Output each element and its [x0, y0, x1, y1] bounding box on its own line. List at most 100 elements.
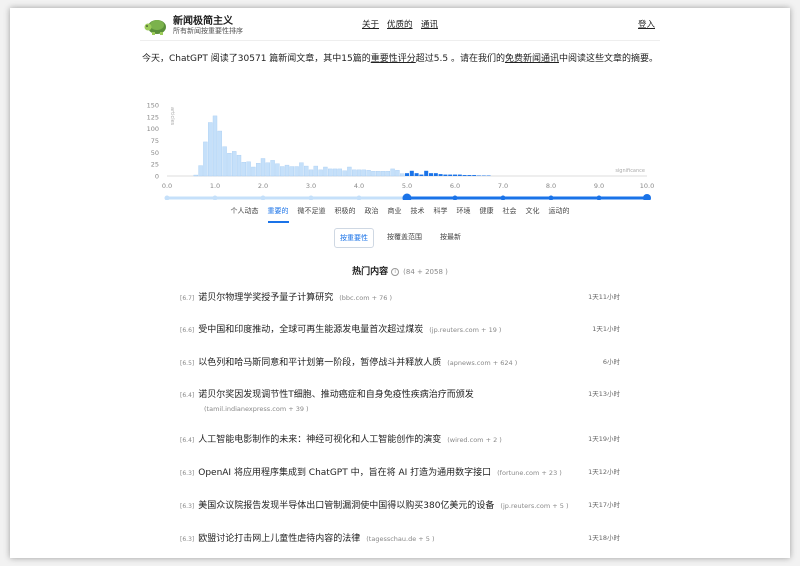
- x-tick-label: 1.0: [210, 182, 220, 190]
- x-tick-label: 0.0: [162, 182, 172, 190]
- tab-4[interactable]: 政治: [364, 207, 379, 215]
- histogram-bar: [424, 170, 429, 176]
- histogram-bar: [246, 161, 251, 177]
- histogram-bar: [270, 160, 275, 177]
- histogram-bar: [260, 158, 266, 177]
- article-time: 1天18小时: [588, 534, 620, 542]
- tab-1[interactable]: 重要的: [267, 206, 289, 223]
- article-row[interactable]: [6.6] 受中国和印度推动，全球可再生能源发电量首次超过煤炭 (jp.reuter…: [180, 322, 620, 335]
- tab-6[interactable]: 技术: [410, 207, 425, 215]
- article-source[interactable]: (jp.reuters.com + 5 ): [500, 502, 569, 510]
- sort-option-2[interactable]: 按最新: [440, 233, 461, 241]
- hot-count: (84 + 2058 ): [403, 268, 448, 276]
- nav-newsletter[interactable]: 通讯: [421, 20, 439, 30]
- tab-12[interactable]: 运动的: [548, 207, 570, 215]
- article-time: 6小时: [602, 358, 620, 366]
- intro-part: 中阅读这些文章的摘要。: [558, 54, 658, 64]
- tab-8[interactable]: 环境: [456, 207, 471, 215]
- histogram-bar: [222, 146, 227, 177]
- article-title[interactable]: 美国众议院报告发现半导体出口管制漏洞使中国得以购买380亿美元的设备: [198, 501, 495, 511]
- article-source[interactable]: (tagesschau.de + 5 ): [366, 535, 435, 543]
- nav-premium[interactable]: 优质的: [387, 20, 413, 30]
- tab-3[interactable]: 积极的: [334, 207, 356, 215]
- tab-2[interactable]: 微不足道: [297, 207, 326, 215]
- article-row[interactable]: [6.4] 诺贝尔奖因发现调节性T细胞、推动癌症和自身免疫性疾病治疗而颁发 (tam…: [180, 387, 620, 413]
- article-score: [6.6]: [180, 327, 195, 334]
- slider-tick: [596, 195, 602, 200]
- histogram-bar: [361, 169, 367, 177]
- brand-name[interactable]: 新闻极简主义: [173, 16, 233, 27]
- significance-histogram[interactable]: 0 25 50 75 100 125 150 0.0 1.0 2.0 3.0 4.0 5.0 6.0 7.0…: [140, 88, 670, 200]
- intro-text: 今天，ChatGPT 阅读了30571 篇新闻文章，其中15篇的重要性评分超过5…: [140, 52, 660, 67]
- article-time: 1天19小时: [588, 435, 620, 443]
- slider-tick: [548, 195, 554, 200]
- slider-tick: [308, 195, 314, 200]
- article-title[interactable]: 以色列和哈马斯同意和平计划第一阶段，暂停战斗并释放人质: [198, 358, 442, 368]
- intro-part: 超过5.5 。请在我们的: [415, 54, 505, 64]
- histogram-bar: [313, 165, 319, 177]
- nav-about[interactable]: 关于: [362, 20, 380, 30]
- article-source[interactable]: (apnews.com + 624 ): [447, 359, 518, 367]
- significance-link[interactable]: 重要性评分: [370, 54, 416, 64]
- article-time: 1天17小时: [588, 501, 620, 509]
- hot-title: 热门内容: [352, 267, 389, 277]
- article-row[interactable]: [6.3] 美国众议院报告发现半导体出口管制漏洞使中国得以购买380亿美元的设备 (…: [180, 498, 620, 511]
- x-tick-label: 5.0: [402, 182, 412, 190]
- article-title[interactable]: 受中国和印度推动，全球可再生能源发电量首次超过煤炭: [198, 325, 424, 335]
- slider-tick: [500, 195, 506, 200]
- category-tabs: 个人动态 重要的 微不足道 积极的 政治 商业 技术 科学 环境 健康 社会 文化 运动的: [140, 206, 660, 223]
- newsletter-link[interactable]: 免费新闻通讯: [504, 54, 559, 64]
- slider-tick: [356, 195, 362, 200]
- article-source[interactable]: (fortune.com + 23 ): [497, 469, 562, 477]
- article-score: [6.3]: [180, 470, 195, 477]
- histogram-bar: [409, 170, 414, 176]
- article-source[interactable]: (wired.com + 2 ): [447, 436, 502, 444]
- article-source[interactable]: (jp.reuters.com + 19 ): [429, 326, 502, 334]
- article-source[interactable]: (tamil.indianexpress.com + 39 ): [204, 405, 309, 413]
- y-tick-label: 125: [147, 113, 159, 121]
- histogram-bar: [390, 168, 395, 177]
- article-title[interactable]: 欧盟讨论打击网上儿童性虐待内容的法律: [198, 534, 361, 544]
- histogram-bar: [279, 166, 285, 177]
- tab-0[interactable]: 个人动态: [230, 207, 259, 215]
- article-title[interactable]: 人工智能电影制作的未来：神经可视化和人工智能创作的演变: [198, 435, 442, 445]
- article-source[interactable]: (bbc.com + 76 ): [339, 294, 393, 302]
- histogram-bar: [227, 153, 232, 177]
- article-score: [6.7]: [180, 295, 195, 302]
- tab-5[interactable]: 商业: [387, 207, 402, 215]
- histogram-bar: [385, 171, 391, 177]
- article-row[interactable]: [6.5] 以色列和哈马斯同意和平计划第一阶段，暂停战斗并释放人质 (apnews.…: [180, 355, 620, 368]
- article-row[interactable]: [6.7] 诺贝尔物理学奖授予量子计算研究 (bbc.com + 76 ) 1天11小…: [180, 290, 620, 303]
- article-row[interactable]: [6.3] 欧盟讨论打击网上儿童性虐待内容的法律 (tagesschau.de + …: [180, 531, 620, 544]
- tab-10[interactable]: 社会: [502, 207, 517, 215]
- article-title[interactable]: OpenAI 将应用程序集成到 ChatGPT 中，旨在将 AI 打造为通用数字…: [198, 468, 492, 478]
- x-tick-label: 8.0: [546, 182, 556, 190]
- article-row[interactable]: [6.4] 人工智能电影制作的未来：神经可视化和人工智能创作的演变 (wired.c…: [180, 432, 620, 445]
- histogram-bar: [462, 175, 467, 176]
- turtle-icon: [144, 20, 166, 35]
- slider-tick: [164, 195, 170, 200]
- histogram-bar: [472, 175, 477, 176]
- sort-option-0[interactable]: 按重要性: [334, 228, 374, 248]
- tab-11[interactable]: 文化: [525, 207, 540, 215]
- article-title[interactable]: 诺贝尔奖因发现调节性T细胞、推动癌症和自身免疫性疾病治疗而颁发: [198, 390, 474, 400]
- histogram-bar: [414, 173, 419, 176]
- tab-7[interactable]: 科学: [433, 207, 448, 215]
- sort-option-1[interactable]: 按覆盖范围: [387, 233, 422, 241]
- intro-part: 今天，ChatGPT 阅读了30571 篇新闻文章，其中15篇的: [142, 54, 371, 64]
- slider-handle[interactable]: [402, 193, 412, 201]
- histogram-bar: [212, 115, 218, 177]
- article-score: [6.4]: [180, 392, 195, 399]
- article-row[interactable]: [6.3] OpenAI 将应用程序集成到 ChatGPT 中，旨在将 AI 打造…: [180, 465, 620, 478]
- sort-options: 按重要性 按覆盖范围 按最新: [140, 228, 660, 248]
- histogram-bar: [251, 166, 256, 177]
- article-time: 1天11小时: [588, 293, 620, 301]
- tab-9[interactable]: 健康: [479, 207, 494, 215]
- info-icon[interactable]: i: [391, 267, 400, 276]
- login-link[interactable]: 登入: [638, 20, 656, 30]
- article-title[interactable]: 诺贝尔物理学奖授予量子计算研究: [198, 293, 334, 303]
- slider-end-handle[interactable]: [643, 194, 651, 200]
- histogram-bar: [255, 163, 261, 177]
- histogram-bar: [318, 169, 323, 177]
- histogram-bar: [429, 173, 433, 176]
